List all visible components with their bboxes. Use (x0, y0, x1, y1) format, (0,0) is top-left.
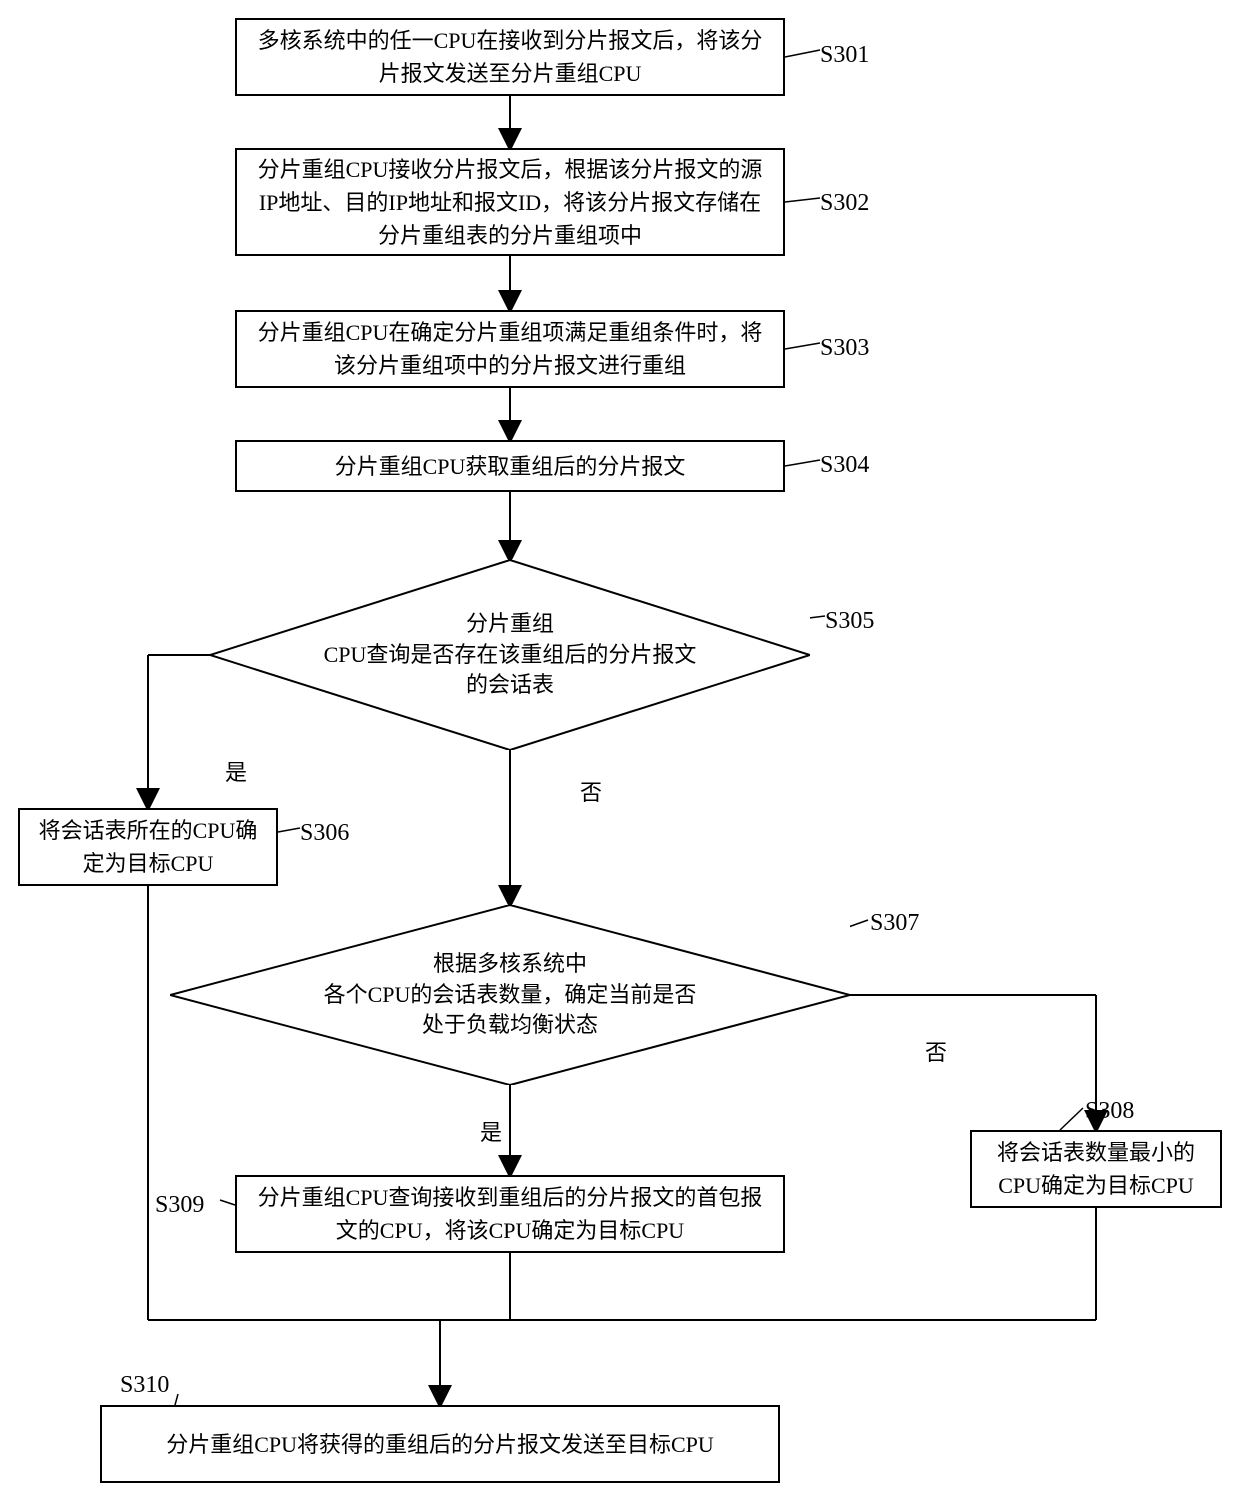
step-label-s302: S302 (820, 190, 869, 217)
diamond-text: 根据多核系统中各个CPU的会话表数量，确定当前是否处于负载均衡状态 (170, 949, 850, 1041)
box-text: 分片重组CPU查询接收到重组后的分片报文的首包报文的CPU，将该CPU确定为目标… (249, 1181, 771, 1247)
diamond-text: 分片重组CPU查询是否存在该重组后的分片报文的会话表 (210, 609, 810, 701)
box-text: 多核系统中的任一CPU在接收到分片报文后，将该分片报文发送至分片重组CPU (249, 24, 771, 90)
process-box-s302: 分片重组CPU接收分片报文后，根据该分片报文的源IP地址、目的IP地址和报文ID… (235, 148, 785, 256)
box-text: 分片重组CPU在确定分片重组项满足重组条件时，将该分片重组项中的分片报文进行重组 (249, 316, 771, 382)
process-box-s303: 分片重组CPU在确定分片重组项满足重组条件时，将该分片重组项中的分片报文进行重组 (235, 310, 785, 388)
branch-label-no-s305: 否 (580, 775, 602, 807)
process-box-s308: 将会话表数量最小的CPU确定为目标CPU (970, 1130, 1222, 1208)
box-text: 分片重组CPU接收分片报文后，根据该分片报文的源IP地址、目的IP地址和报文ID… (249, 153, 771, 252)
step-label-s301: S301 (820, 42, 869, 69)
step-label-s305: S305 (825, 608, 874, 635)
branch-label-yes-s305: 是 (225, 755, 247, 787)
branch-label-yes-s307: 是 (480, 1115, 502, 1147)
process-box-s301: 多核系统中的任一CPU在接收到分片报文后，将该分片报文发送至分片重组CPU (235, 18, 785, 96)
step-label-s308: S308 (1085, 1098, 1134, 1125)
box-text: 分片重组CPU将获得的重组后的分片报文发送至目标CPU (166, 1428, 714, 1461)
box-text: 将会话表数量最小的CPU确定为目标CPU (984, 1136, 1208, 1202)
process-box-s304: 分片重组CPU获取重组后的分片报文 (235, 440, 785, 492)
step-label-s304: S304 (820, 452, 869, 479)
decision-diamond-s305: 分片重组CPU查询是否存在该重组后的分片报文的会话表 (210, 560, 810, 750)
process-box-s306: 将会话表所在的CPU确定为目标CPU (18, 808, 278, 886)
branch-label-no-s307: 否 (925, 1035, 947, 1067)
process-box-s310: 分片重组CPU将获得的重组后的分片报文发送至目标CPU (100, 1405, 780, 1483)
process-box-s309: 分片重组CPU查询接收到重组后的分片报文的首包报文的CPU，将该CPU确定为目标… (235, 1175, 785, 1253)
step-label-s310: S310 (120, 1372, 169, 1399)
step-label-s306: S306 (300, 820, 349, 847)
box-text: 分片重组CPU获取重组后的分片报文 (335, 450, 686, 483)
box-text: 将会话表所在的CPU确定为目标CPU (32, 814, 264, 880)
decision-diamond-s307: 根据多核系统中各个CPU的会话表数量，确定当前是否处于负载均衡状态 (170, 905, 850, 1085)
step-label-s309: S309 (155, 1192, 204, 1219)
step-label-s307: S307 (870, 910, 919, 937)
step-label-s303: S303 (820, 335, 869, 362)
